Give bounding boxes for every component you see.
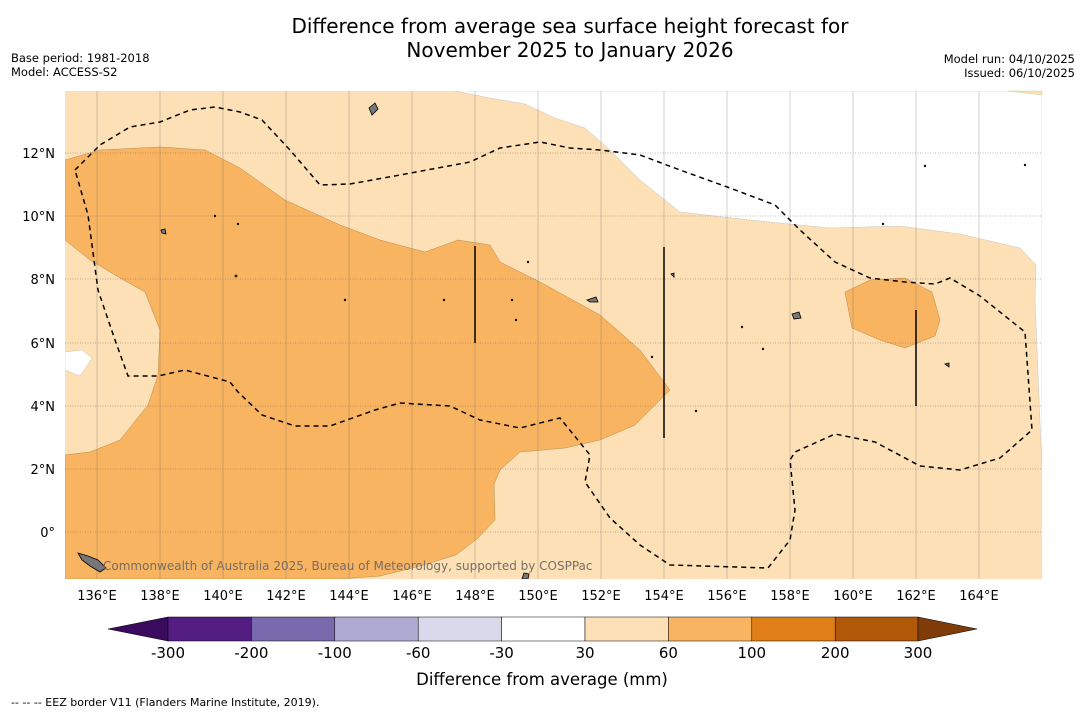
colorbar-segment	[668, 616, 753, 642]
colorbar-segment	[167, 616, 252, 642]
eez-border	[74, 106, 1033, 569]
colorbar-tick: 60	[659, 644, 678, 662]
graticule	[65, 152, 1042, 533]
model-run: Model run: 04/10/2025	[943, 52, 1075, 66]
colorbar-segment	[417, 616, 502, 642]
colorbar-segment	[751, 616, 836, 642]
lat-label: 2°N	[31, 463, 56, 478]
eez-footnote: -- -- -- EEZ border V11 (Flanders Marine…	[11, 696, 320, 709]
lon-label: 164°E	[959, 589, 999, 604]
lat-label: 6°N	[31, 337, 56, 352]
colorbar-tick: -30	[489, 644, 514, 662]
lon-label: 152°E	[581, 589, 621, 604]
colorbar: -300 -200 -100 -60 -30 30 60 100 200 300…	[107, 616, 978, 689]
lat-label: 4°N	[31, 400, 56, 415]
base-period: Base period: 1981-2018	[11, 51, 150, 65]
lon-label: 158°E	[770, 589, 810, 604]
lon-label: 162°E	[896, 589, 936, 604]
colorbar-label: Difference from average (mm)	[416, 670, 668, 689]
colorbar-tick: 300	[904, 644, 933, 662]
colorbar-tick: 200	[821, 644, 850, 662]
lon-label: 142°E	[266, 589, 306, 604]
copyright-text: Commonwealth of Australia 2025, Bureau o…	[103, 559, 593, 573]
colorbar-tick: -100	[318, 644, 352, 662]
ssh-band-neutral-west	[65, 349, 93, 377]
lon-label: 136°E	[77, 589, 117, 604]
boundary-lines	[474, 246, 917, 438]
lon-label: 144°E	[329, 589, 369, 604]
colorbar-tick: -300	[151, 644, 185, 662]
issued-date: Issued: 06/10/2025	[964, 66, 1075, 80]
lat-labels: 12°N 10°N 8°N 6°N 4°N 2°N 0°	[22, 147, 55, 541]
map-corner-fragment	[1007, 90, 1043, 96]
lon-label: 154°E	[644, 589, 684, 604]
ssh-band-60-100-west	[65, 146, 671, 579]
lat-label: 0°	[40, 526, 55, 541]
lon-labels: 136°E 138°E 140°E 142°E 144°E 146°E 148°…	[77, 589, 999, 604]
lat-label: 8°N	[31, 273, 56, 288]
lon-label: 156°E	[707, 589, 747, 604]
title-line-2: November 2025 to January 2026	[406, 38, 734, 62]
colorbar-tick: 30	[575, 644, 594, 662]
meta-left: Base period: 1981-2018 Model: ACCESS-S2	[11, 51, 150, 79]
colorbar-extend-high	[917, 616, 978, 642]
colorbar-extend-low	[107, 616, 169, 642]
lon-label: 150°E	[518, 589, 558, 604]
meta-right: Model run: 04/10/2025 Issued: 06/10/2025	[944, 52, 1075, 80]
model-name: Model: ACCESS-S2	[11, 65, 118, 79]
lon-label: 148°E	[455, 589, 495, 604]
colorbar-segment	[334, 616, 419, 642]
colorbar-segment	[584, 616, 669, 642]
lat-label: 12°N	[22, 147, 55, 162]
colorbar-tick: 100	[737, 644, 766, 662]
colorbar-tick: -200	[234, 644, 268, 662]
islands	[77, 102, 1027, 579]
colorbar-segment	[501, 616, 586, 642]
map-area: Commonwealth of Australia 2025, Bureau o…	[65, 91, 1042, 579]
lat-label: 10°N	[22, 210, 55, 225]
colorbar-tick: -60	[406, 644, 431, 662]
lon-label: 160°E	[833, 589, 873, 604]
title-line-1: Difference from average sea surface heig…	[291, 14, 849, 38]
lon-label: 138°E	[140, 589, 180, 604]
lon-label: 146°E	[392, 589, 432, 604]
colorbar-segment	[251, 616, 336, 642]
colorbar-segment	[834, 616, 919, 642]
map-title: Difference from average sea surface heig…	[0, 14, 1085, 62]
lon-label: 140°E	[203, 589, 243, 604]
